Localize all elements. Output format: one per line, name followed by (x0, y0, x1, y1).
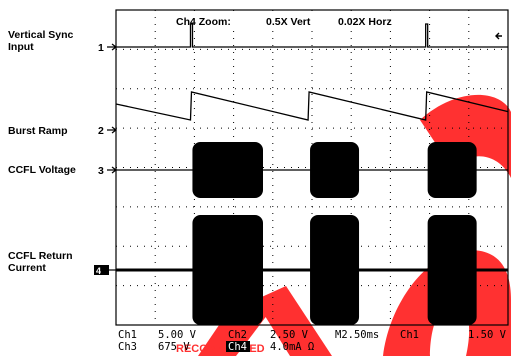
ch1-trace (116, 23, 508, 48)
ch2-ground-marker: 2 (98, 125, 117, 137)
ch2-ground-number: 2 (98, 125, 104, 137)
ch4-label-line1: CCFL Return (8, 250, 73, 262)
readout-ch1-label: Ch1 (118, 329, 137, 341)
readout-trigger-source: Ch1 (400, 329, 419, 341)
zoom-vert: 0.5X Vert (266, 16, 311, 28)
ch3-burst (192, 142, 263, 198)
ch4-burst (192, 215, 263, 325)
ch3-ground-marker: 3 (98, 165, 117, 177)
ch3-trace (116, 142, 508, 198)
ch3-ground-number: 3 (98, 165, 104, 177)
ch4-burst (310, 215, 360, 325)
ch3-label: CCFL Voltage (8, 164, 76, 176)
ch1-label-line1: Vertical Sync (8, 29, 74, 41)
ch4-ground-marker: 4 (94, 265, 116, 276)
readout-trigger-level: 1.50 V (468, 329, 507, 341)
readout-ch4-scale: 4.0mA Ω (270, 341, 314, 353)
ch1-ground-marker: 1 (98, 42, 117, 54)
ch3-burst (310, 142, 360, 198)
readout-ch3-label: Ch3 (118, 341, 137, 353)
zoom-horz: 0.02X Horz (338, 16, 392, 28)
ch4-burst (427, 215, 477, 325)
readout: Ch1 5.00 V Ch2 2.50 V M2.50ms Ch1 1.50 V… (118, 329, 507, 353)
readout-timebase: M2.50ms (335, 329, 379, 341)
watermark: RECOMMENDED (176, 94, 511, 356)
ch4-trace (116, 215, 508, 325)
traces (115, 23, 509, 325)
zoom-title: Ch4 Zoom: (176, 16, 231, 28)
readout-ch4-label: Ch4 (228, 341, 247, 353)
ch2-trace (115, 91, 509, 121)
ch1-label: Vertical Sync Input (8, 29, 76, 53)
ch4-label-line2: Current (8, 262, 46, 274)
ch4-ground-number: 4 (96, 266, 101, 276)
zoom-header-bg (170, 12, 416, 29)
readout-ch1-scale: 5.00 V (158, 329, 197, 341)
readout-ch2-label: Ch2 (228, 329, 247, 341)
readout-ch2-scale: 2.50 V (270, 329, 309, 341)
ch4-label: CCFL Return Current (8, 250, 75, 274)
ch1-label-line2: Input (8, 41, 34, 53)
readout-ch3-scale: 675 V (158, 341, 190, 353)
ch1-ground-number: 1 (98, 42, 104, 54)
readout-ch4-box (226, 341, 250, 352)
ch3-burst (427, 142, 477, 198)
trigger-level-arrow (495, 32, 502, 40)
ch2-label: Burst Ramp (8, 125, 68, 137)
